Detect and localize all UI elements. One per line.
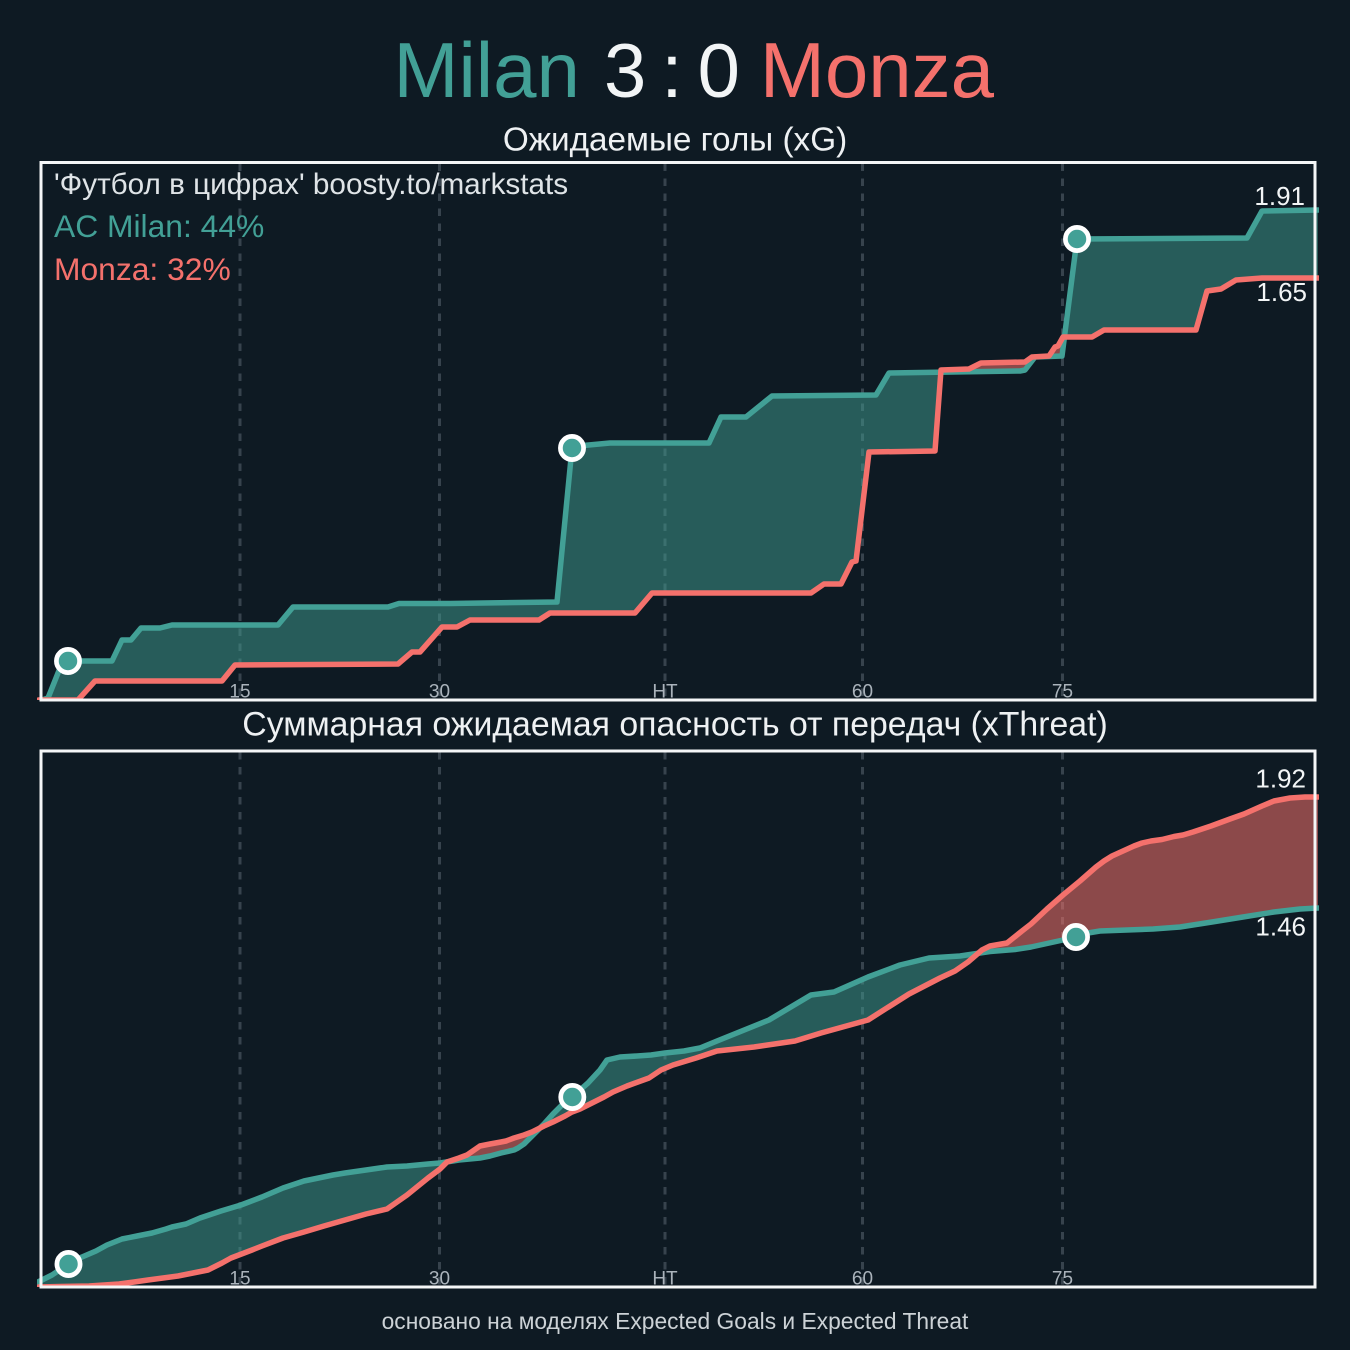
svg-text:3 : 0: 3 : 0 — [604, 29, 740, 114]
svg-text:60: 60 — [852, 1269, 873, 1290]
svg-text:AC Milan: 44%: AC Milan: 44% — [54, 208, 264, 244]
svg-text:'Футбол в цифрах' boosty.to/ma: 'Футбол в цифрах' boosty.to/markstats — [54, 168, 568, 201]
svg-text:1.65: 1.65 — [1256, 277, 1307, 307]
svg-text:Monza: Monza — [760, 26, 995, 114]
svg-text:Ожидаемые голы (xG): Ожидаемые голы (xG) — [503, 122, 847, 159]
svg-text:75: 75 — [1052, 682, 1073, 703]
svg-text:HT: HT — [652, 682, 678, 703]
svg-text:Monza: 32%: Monza: 32% — [54, 251, 231, 287]
svg-text:30: 30 — [429, 682, 450, 703]
svg-text:30: 30 — [429, 1269, 450, 1290]
svg-text:1.92: 1.92 — [1255, 764, 1306, 794]
svg-text:Суммарная ожидаемая опасность: Суммарная ожидаемая опасность от передач… — [242, 706, 1107, 744]
svg-text:Milan: Milan — [394, 26, 580, 114]
svg-text:основано на моделях Expected G: основано на моделях Expected Goals и Exp… — [382, 1308, 969, 1334]
svg-text:75: 75 — [1052, 1269, 1073, 1290]
svg-text:HT: HT — [652, 1269, 678, 1290]
svg-text:1.46: 1.46 — [1255, 912, 1306, 942]
svg-text:60: 60 — [852, 682, 873, 703]
svg-text:15: 15 — [229, 682, 250, 703]
svg-text:15: 15 — [229, 1269, 250, 1290]
svg-text:1.91: 1.91 — [1254, 181, 1305, 211]
